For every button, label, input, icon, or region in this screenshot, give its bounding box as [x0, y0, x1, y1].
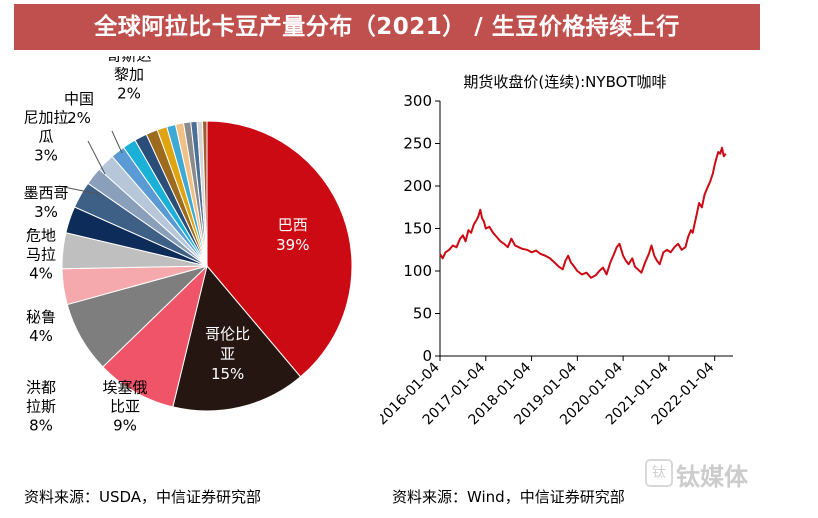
pie-label-8: 尼加拉瓜 3%	[23, 108, 68, 164]
pie-slice-1	[206, 120, 353, 378]
pie-label-2: 哥伦比亚 15%	[205, 325, 250, 383]
pie-leader-10	[111, 130, 123, 154]
y-tick-label: 200	[403, 177, 432, 195]
y-tick-label: 250	[403, 135, 432, 153]
banner-title: 全球阿拉比卡豆产量分布（2021） / 生豆价格持续上行	[94, 14, 680, 40]
watermark-logo-icon: 钛	[645, 459, 673, 487]
pie-label-4: 洪都拉斯 8%	[26, 378, 56, 434]
y-tick-label: 300	[403, 92, 432, 110]
pie-label-5: 秘鲁 4%	[26, 308, 56, 345]
pie-leader-9	[87, 140, 106, 175]
pie-label-9: 中国 2%	[64, 90, 94, 127]
pie-slice-3	[102, 264, 208, 408]
watermark-text: 钛媒体	[676, 463, 748, 491]
y-tick-label: 0	[422, 347, 432, 365]
line-series-1	[439, 146, 727, 279]
pie-slice-21	[201, 120, 208, 267]
pie-label-10: 哥斯达黎加2%	[106, 56, 151, 102]
pie-chart: 巴西 39% 哥伦比亚 15% 埃塞俄比亚 9% 洪都拉斯 8% 秘鲁 4% 危地马拉 4% 墨西哥 3%…	[23, 56, 353, 434]
pie-label-7: 墨西哥 3%	[23, 184, 68, 221]
pie-label-3: 埃塞俄比亚 9%	[102, 378, 147, 434]
y-tick-label: 100	[403, 262, 432, 280]
pie-leader-8	[58, 185, 99, 195]
y-tick-label: 150	[403, 220, 432, 238]
y-tick-label: 50	[413, 305, 432, 323]
source-note-right: 资料来源：Wind，中信证券研究部	[392, 488, 625, 506]
pie-label-1: 巴西 39%	[276, 216, 309, 254]
line-chart-title: 期货收盘价(连续):NYBOT咖啡	[463, 73, 666, 91]
source-note-left: 资料来源：USDA，中信证券研究部	[24, 488, 262, 506]
pie-slice-2	[172, 264, 302, 412]
line-chart: 期货收盘价(连续):NYBOT咖啡 3002502001501005002016…	[380, 73, 733, 428]
title-banner: 全球阿拉比卡豆产量分布（2021） / 生豆价格持续上行	[14, 4, 760, 50]
pie-label-6: 危地马拉 4%	[26, 226, 56, 282]
